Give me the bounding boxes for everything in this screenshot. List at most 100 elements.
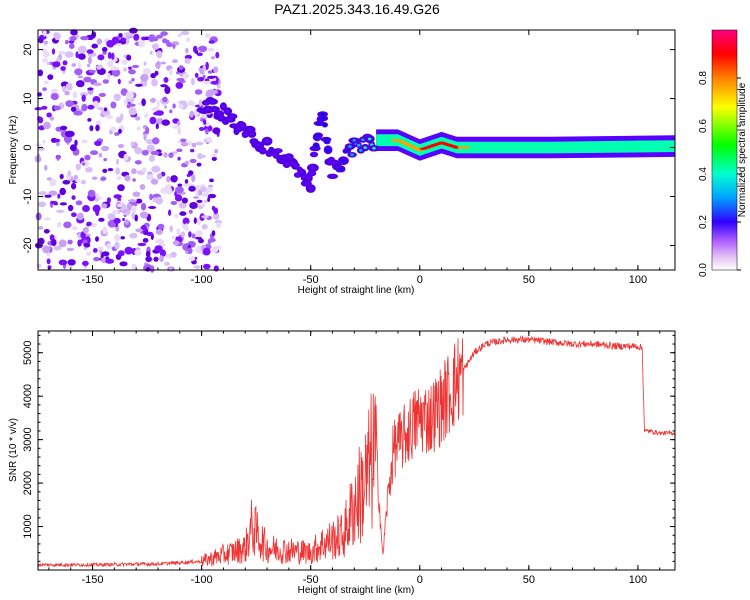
noise-blob	[135, 228, 144, 233]
noise-blob	[198, 99, 203, 107]
noise-blob	[64, 51, 74, 58]
noise-blob	[160, 171, 166, 177]
noise-blob	[57, 50, 67, 55]
noise-blob	[83, 76, 92, 83]
noise-blob	[186, 173, 191, 177]
noise-blob	[43, 40, 49, 45]
noise-blob	[63, 135, 73, 144]
colorbar-ticks: 0.0 0.2 0.4 0.6 0.8	[698, 71, 741, 277]
noise-blob	[209, 89, 219, 95]
noise-blob	[97, 246, 104, 251]
noise-blob	[42, 29, 47, 37]
noise-blob	[94, 197, 99, 202]
signal-blob-core	[341, 159, 346, 163]
noise-blob	[56, 154, 60, 161]
noise-blob	[107, 60, 114, 68]
noise-blob	[191, 77, 195, 86]
noise-blob	[149, 154, 155, 162]
noise-blob	[37, 116, 44, 124]
noise-blob	[207, 193, 217, 199]
noise-blob	[71, 195, 76, 201]
signal-blob-core	[256, 144, 261, 147]
noise-blob	[163, 77, 169, 83]
noise-blob	[150, 265, 155, 273]
signal-blob-core	[260, 149, 265, 153]
signal-peak	[397, 140, 406, 143]
noise-blob	[139, 184, 146, 190]
noise-blob	[141, 149, 149, 156]
noise-blob	[52, 61, 61, 68]
noise-blob	[210, 80, 219, 85]
noise-blob	[198, 127, 205, 131]
noise-blob	[137, 242, 147, 247]
noise-blob	[92, 204, 101, 213]
y-tick-label: 20	[22, 43, 34, 55]
noise-blob	[151, 43, 159, 50]
noise-blob	[86, 63, 91, 68]
noise-blob	[189, 158, 197, 164]
spectrogram-y-label: Frequency (Hz)	[8, 116, 19, 185]
noise-blob	[77, 75, 84, 79]
colorbar: 0.0 0.2 0.4 0.6 0.8 Normalized spectral ampl…	[698, 29, 748, 277]
noise-blob	[84, 167, 93, 173]
noise-blob	[179, 80, 186, 83]
noise-blob	[37, 147, 46, 151]
x-tick-label: -150	[82, 574, 104, 586]
noise-blob	[133, 33, 140, 41]
noise-blob	[71, 182, 77, 190]
noise-blob	[150, 73, 157, 79]
noise-blob	[188, 185, 196, 192]
noise-blob	[60, 66, 66, 71]
noise-blob	[95, 192, 99, 199]
noise-blob	[143, 61, 147, 66]
noise-blob	[124, 219, 129, 226]
noise-blob	[187, 247, 193, 255]
noise-blob	[176, 228, 181, 236]
noise-blob	[142, 68, 151, 75]
noise-blob	[201, 192, 210, 198]
noise-blob	[144, 113, 149, 118]
noise-blob	[207, 47, 215, 52]
noise-blob	[208, 184, 214, 188]
noise-blob	[106, 197, 111, 204]
noise-blob	[79, 92, 88, 97]
signal-blob-core	[219, 116, 223, 120]
noise-blob	[44, 164, 48, 171]
x-tick-label: 0	[417, 274, 423, 286]
noise-blob	[91, 176, 98, 180]
noise-blob	[111, 52, 115, 60]
noise-blob	[80, 180, 86, 185]
noise-blob	[206, 136, 213, 142]
noise-blob	[41, 105, 48, 110]
noise-blob	[123, 67, 127, 72]
snr-x-label: Height of straight line (km)	[298, 585, 415, 596]
noise-blob	[184, 223, 189, 230]
noise-blob	[203, 80, 212, 85]
noise-blob	[200, 186, 207, 192]
noise-blob	[58, 239, 67, 248]
noise-blob	[124, 174, 131, 182]
noise-blob	[182, 217, 190, 225]
noise-blob	[146, 144, 155, 153]
noise-blob	[97, 54, 105, 61]
noise-blob	[196, 199, 203, 203]
noise-blob	[93, 256, 100, 262]
noise-blob	[54, 32, 61, 41]
noise-blob	[155, 229, 163, 235]
noise-blob	[38, 125, 45, 131]
noise-blob	[153, 256, 159, 262]
noise-blob	[195, 141, 204, 146]
noise-blob	[80, 139, 88, 144]
noise-blob	[118, 128, 122, 134]
noise-blob	[210, 56, 216, 60]
noise-blob	[69, 43, 75, 49]
noise-blob	[106, 243, 112, 250]
noise-blob	[98, 217, 105, 222]
spectrogram-signal-track	[196, 97, 675, 193]
noise-blob	[156, 34, 164, 39]
noise-blob	[151, 106, 160, 112]
noise-blob	[177, 127, 182, 135]
noise-blob	[74, 68, 83, 76]
noise-blob	[156, 99, 160, 108]
